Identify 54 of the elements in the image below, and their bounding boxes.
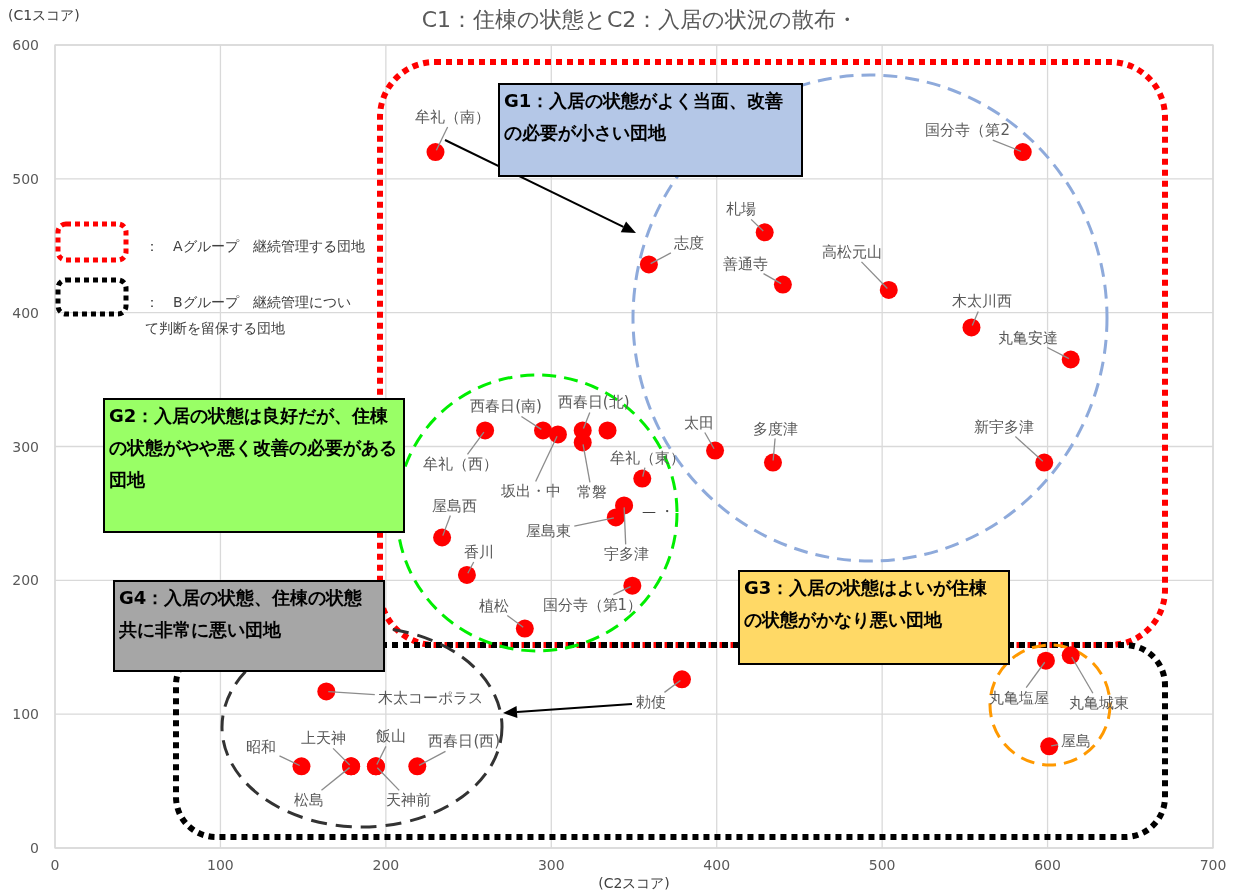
annotation: 新宇多津: [974, 417, 1035, 436]
x-tick-label: 0: [50, 857, 60, 873]
y-axis-title: (C1スコア): [8, 7, 80, 23]
annotation: 木太川西: [952, 292, 1013, 311]
annotation: 牟礼（西）: [422, 455, 498, 474]
annotation: 多度津: [753, 419, 799, 438]
annotation: 善通寺: [723, 254, 769, 273]
annotation: 屋島東: [526, 522, 572, 541]
y-tick-label: 300: [12, 438, 39, 455]
annotation: 飯山: [375, 727, 406, 746]
annotation: 太田: [684, 413, 715, 432]
y-tick-label: 500: [12, 170, 39, 187]
y-tick-label: 400: [12, 304, 39, 321]
chart-title: C1：住棟の状態とC2：入居の状況の散布・: [421, 7, 859, 32]
annotation: 天神前: [386, 791, 432, 810]
annotation: 牟礼（東）: [609, 448, 685, 467]
annotation: 丸亀城東: [1068, 694, 1129, 713]
y-tick-label: 200: [12, 572, 39, 589]
annotation: 勅使: [635, 693, 666, 712]
annotation: 国分寺（第1）: [542, 595, 643, 614]
annotation: ： Bグループ 継続管理について判断を留保する団地: [145, 293, 352, 338]
annotation: 高松元山: [821, 242, 882, 261]
annotation: 宇多津: [603, 545, 649, 564]
x-tick-label: 200: [372, 857, 400, 873]
x-tick-label: 600: [1034, 857, 1061, 873]
x-tick-label: 300: [537, 857, 565, 873]
annotation: 志度: [673, 234, 704, 253]
annotation: 西春日(南): [470, 397, 542, 416]
annotation: 坂出・中: [499, 482, 561, 501]
annotation: 上天神: [300, 729, 346, 748]
annotation: 木太コーポラス: [377, 689, 483, 708]
annotation: 札場: [725, 200, 756, 219]
annotation: 丸亀塩屋: [988, 688, 1049, 707]
x-tick-label: 700: [1199, 857, 1227, 873]
annotation: 香川: [463, 542, 494, 561]
x-tick-label: 500: [868, 857, 896, 873]
y-tick-label: 600: [12, 37, 39, 53]
x-tick-label: 100: [207, 857, 234, 873]
annotation: 常磐: [576, 483, 607, 502]
y-tick-label: 100: [12, 706, 39, 723]
y-tick-label: 0: [30, 840, 39, 856]
annotation: 屋島西: [431, 496, 477, 515]
annotation: 屋島: [1061, 732, 1092, 751]
annotation: — ・: [642, 502, 676, 521]
annotation: 植松: [478, 596, 509, 615]
x-tick-label: 400: [703, 857, 731, 873]
annotation: ： Aグループ 継続管理する団地: [145, 237, 366, 256]
x-axis-title: (C2スコア): [598, 875, 670, 891]
annotation: 国分寺（第2: [925, 121, 1011, 140]
annotation: 松島: [294, 791, 325, 810]
annotation: 西春日(西): [428, 732, 501, 751]
annotation: 丸亀安達: [997, 328, 1058, 347]
annotation: 牟礼（南）: [414, 108, 490, 127]
annotation: 昭和: [246, 738, 277, 757]
